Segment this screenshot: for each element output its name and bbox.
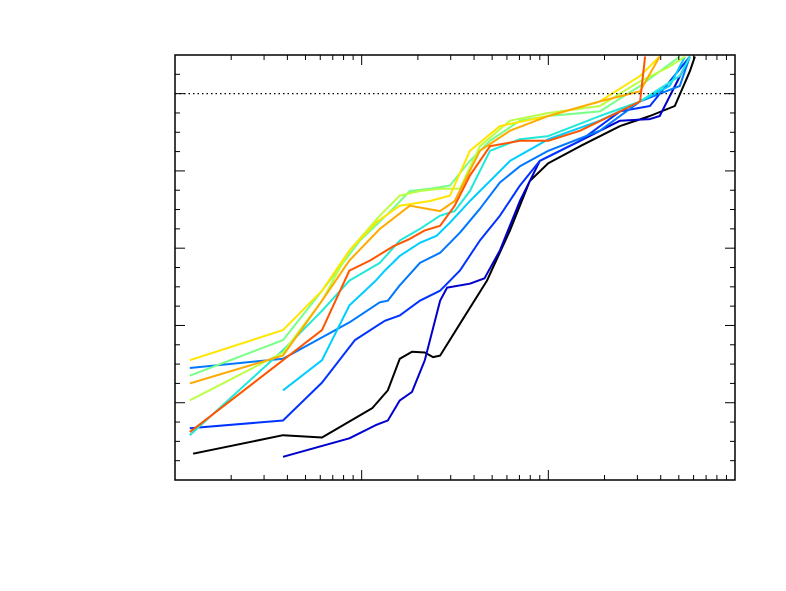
data-line [189, 56, 661, 385]
data-line [189, 55, 691, 430]
data-line [282, 56, 691, 458]
data-line [189, 55, 681, 377]
data-line [189, 56, 647, 433]
data-line [189, 56, 691, 369]
plot-area [189, 55, 696, 458]
data-line [189, 55, 686, 402]
